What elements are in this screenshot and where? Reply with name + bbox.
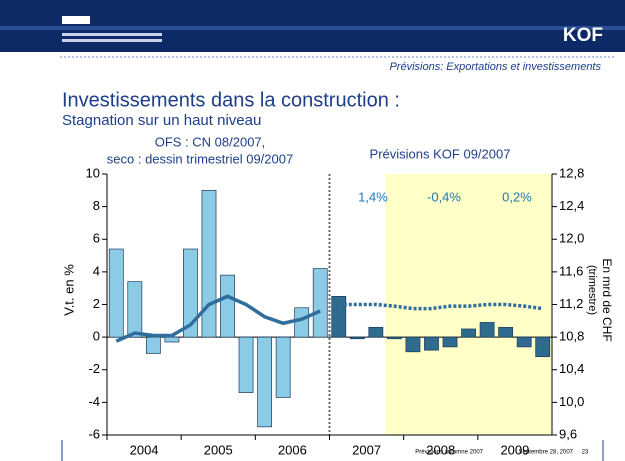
bar — [442, 336, 458, 348]
y-tick-label: 10 — [86, 165, 100, 180]
annotation: 0,2% — [502, 189, 532, 204]
bar — [257, 336, 272, 428]
y2-tick-label: 11,6 — [559, 263, 583, 278]
bar — [387, 336, 402, 340]
footer-event: Prévisions automne 2007 — [415, 450, 483, 456]
slide-title: Investissements dans la construction : — [62, 89, 400, 111]
annotation: 1,4% — [358, 189, 388, 204]
bar — [183, 248, 198, 338]
logo-text — [62, 33, 162, 36]
plot: -6 -4 -2 0 2 4 6 8 10 9,6 10,0 10,4 10,8 11,2 11,6 12,0… — [86, 165, 585, 457]
annotation: seco : dessin trimestriel 09/2007 — [107, 151, 293, 166]
bar — [535, 336, 551, 358]
bar — [405, 336, 421, 353]
kof-logo: KOF — [563, 25, 603, 46]
bar — [275, 336, 291, 398]
y-tick-label: 2 — [93, 296, 100, 311]
x-tick-label: 2007 — [352, 442, 381, 457]
bar — [294, 307, 310, 338]
bar — [127, 281, 143, 338]
bar — [516, 336, 532, 348]
bar — [164, 336, 180, 343]
x-tick-label: 2004 — [130, 442, 159, 457]
footer-date: Septembre 28, 2007 — [519, 450, 574, 456]
y-tick-label: 8 — [93, 198, 100, 213]
y-tick-label: 0 — [93, 329, 100, 344]
bar — [238, 336, 254, 393]
logo-mark — [62, 16, 90, 24]
bar — [331, 295, 347, 338]
slide-subtitle: Stagnation sur un haut niveau — [62, 112, 261, 129]
x-tick-label: 2005 — [204, 442, 233, 457]
y2-tick-label: 12,4 — [559, 198, 584, 213]
line — [115, 294, 321, 343]
y2-tick-label: 10,8 — [559, 329, 584, 344]
y2-tick-label: 9,6 — [559, 426, 577, 441]
x-tick-label: 2009 — [500, 442, 529, 457]
y2-tick-label: 11,2 — [559, 296, 583, 311]
bar — [201, 189, 217, 338]
y-tick-label: 4 — [93, 263, 100, 278]
y2-tick-label: 12,8 — [559, 165, 584, 180]
bar — [145, 336, 161, 354]
bar — [108, 248, 124, 338]
y-tick-label: -2 — [88, 361, 100, 376]
annotation: Prévisions KOF 09/2007 — [370, 146, 511, 161]
bar — [424, 336, 439, 351]
annotation: OFS : CN 08/2007, — [155, 134, 266, 149]
y-axis-label: V.t. en % — [61, 264, 76, 316]
y2-axis-label: (trimestre) — [586, 265, 598, 315]
logo-text — [62, 39, 162, 42]
line — [338, 302, 543, 311]
x-tick-label: 2008 — [426, 442, 455, 457]
header-stripe — [0, 26, 625, 30]
section-title: Prévisions: Exportations et investisseme… — [389, 61, 601, 73]
bar — [479, 322, 495, 338]
bar — [349, 336, 365, 340]
bar — [312, 268, 328, 338]
y2-tick-label: 10,0 — [559, 394, 584, 409]
bar — [461, 328, 476, 338]
bar — [368, 326, 384, 338]
x-tick-label: 2006 — [278, 442, 307, 457]
y-tick-label: -6 — [88, 426, 100, 441]
y2-tick-label: 12,0 — [559, 231, 584, 246]
bar — [220, 274, 235, 338]
y2-tick-label: 10,4 — [559, 361, 584, 376]
bar — [498, 326, 514, 338]
footer-page: 23 — [582, 450, 589, 456]
y-tick-label: 6 — [93, 231, 100, 246]
annotation: -0,4% — [427, 189, 461, 204]
y2-axis-label: En mrd de CHF — [600, 258, 614, 341]
y-tick-label: -4 — [88, 394, 100, 409]
